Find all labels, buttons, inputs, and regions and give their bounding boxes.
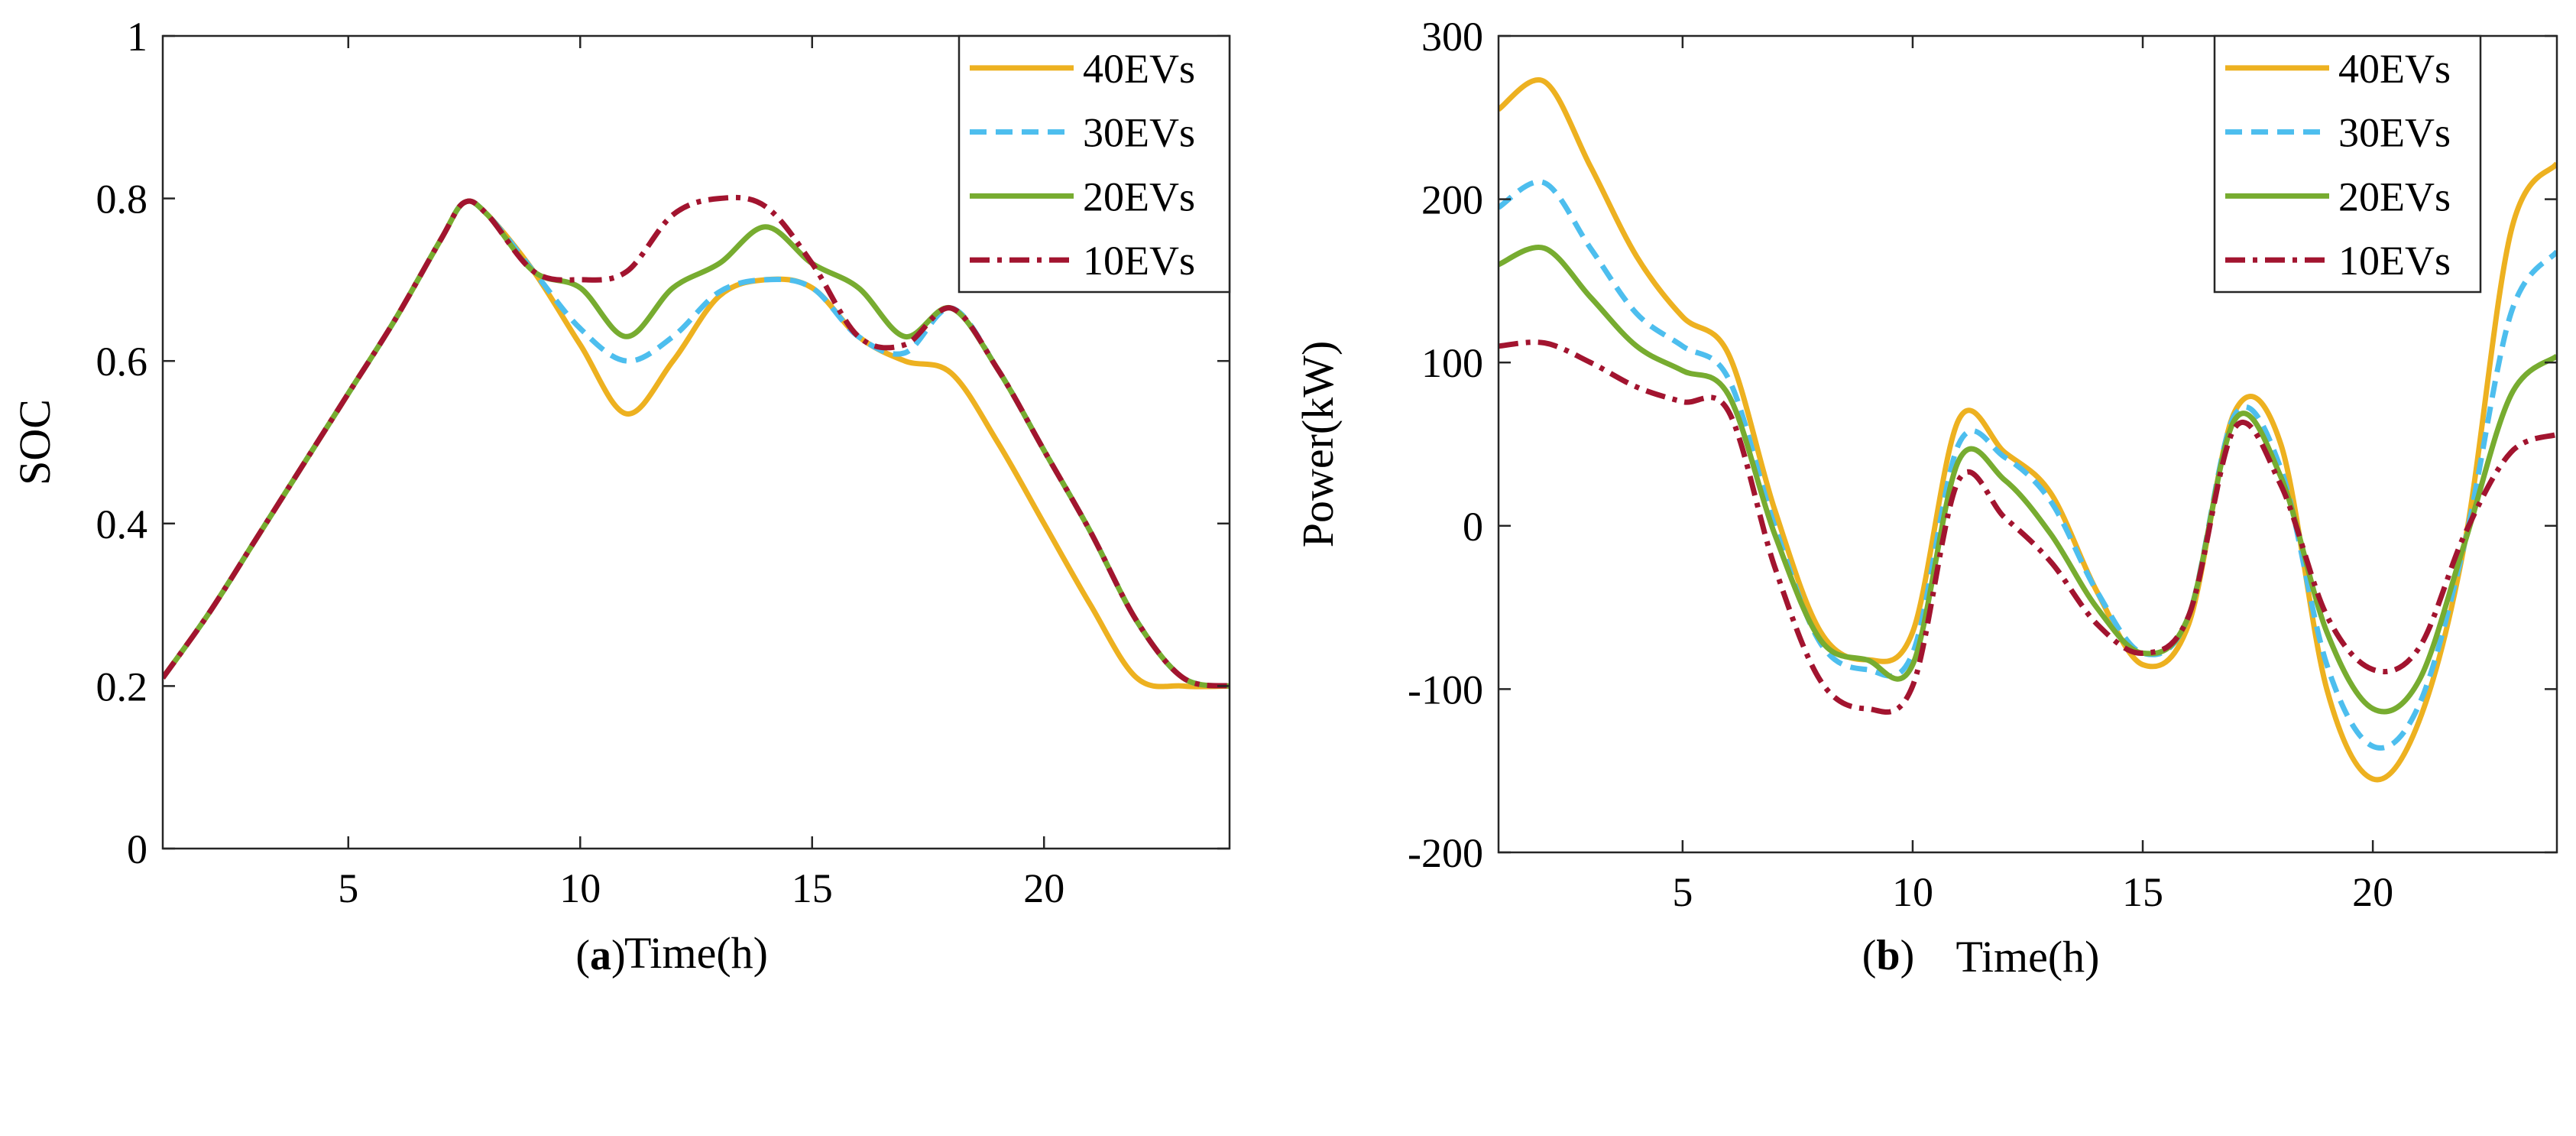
y-tick-label: 0.4 [96,501,148,547]
legend-label-30EVs: 30EVs [1083,110,1195,156]
y-tick-label: 0.6 [96,339,148,385]
soc-chart: 5 10 15 20 0 0.2 0.4 0.6 0.8 1 Time(h) SOC 40EVs 30EV… [10,14,1231,978]
legend-box [2213,34,2482,294]
legend-label-40EVs: 40EVs [1083,46,1195,92]
y-tick-label: 300 [1421,14,1483,60]
legend-label-40EVs: 40EVs [2338,46,2451,92]
y-tick-label: 200 [1421,177,1483,223]
plot-area [1499,77,2557,783]
legend: 40EVs 30EVs 20EVs 10EVs [2213,34,2482,294]
legend-box [957,34,1231,294]
y-tick-label: -200 [1408,830,1483,876]
legend: 40EVs 30EVs 20EVs 10EVs [957,34,1231,294]
y-tick-label: 100 [1421,340,1483,386]
series-line-10EVs [163,194,1230,689]
chart-panel-a: 5 10 15 20 0 0.2 0.4 0.6 0.8 1 Time(h) SOC 40EVs 30EV… [10,14,1231,979]
panel-label-b: (b) [1862,932,1915,979]
y-axis-label: SOC [10,399,60,485]
legend-label-20EVs: 20EVs [1083,174,1195,219]
y-axis-label: Power(kW) [1293,341,1343,548]
x-axis-label: Time(h) [1956,932,2100,982]
chart-panel-b: 5 10 15 20 -200 -100 0 100 200 300 Time(h) Power(kW… [1288,0,2576,1136]
x-tick-label: 5 [338,865,358,911]
y-tick-label: 0.8 [96,177,148,222]
x-axis-label: Time(h) [624,928,768,978]
series-line-30EVs [1499,179,2557,751]
legend-label-10EVs: 10EVs [1083,238,1195,284]
x-tick-label: 20 [1023,865,1064,911]
x-tick-label: 5 [1672,869,1693,915]
y-tick-label: 1 [127,14,147,60]
y-tick-label: 0.2 [96,664,148,709]
x-tick-label: 15 [2122,869,2163,915]
series-line-10EVs [1499,339,2557,715]
x-tick-label: 10 [559,865,601,911]
y-tick-label: 0 [1463,504,1483,550]
power-chart: 5 10 15 20 -200 -100 0 100 200 300 Time(h) Power(kW… [1293,14,2558,982]
axes-frame [161,34,1231,850]
y-tick-label: 0 [127,826,147,872]
series-line-40EVs [1499,77,2557,783]
x-tick-label: 20 [2352,869,2393,915]
x-tick-label: 15 [792,865,833,911]
axes-frame [1497,34,2558,854]
legend-label-10EVs: 10EVs [2338,238,2451,284]
panel-label-a: (a) [575,932,626,979]
y-tick-label: -100 [1408,667,1483,712]
series-line-20EVs [1499,244,2557,715]
legend-label-20EVs: 20EVs [2338,174,2451,219]
legend-label-30EVs: 30EVs [2338,110,2451,156]
plot-area [163,194,1230,690]
x-tick-label: 10 [1892,869,1933,915]
